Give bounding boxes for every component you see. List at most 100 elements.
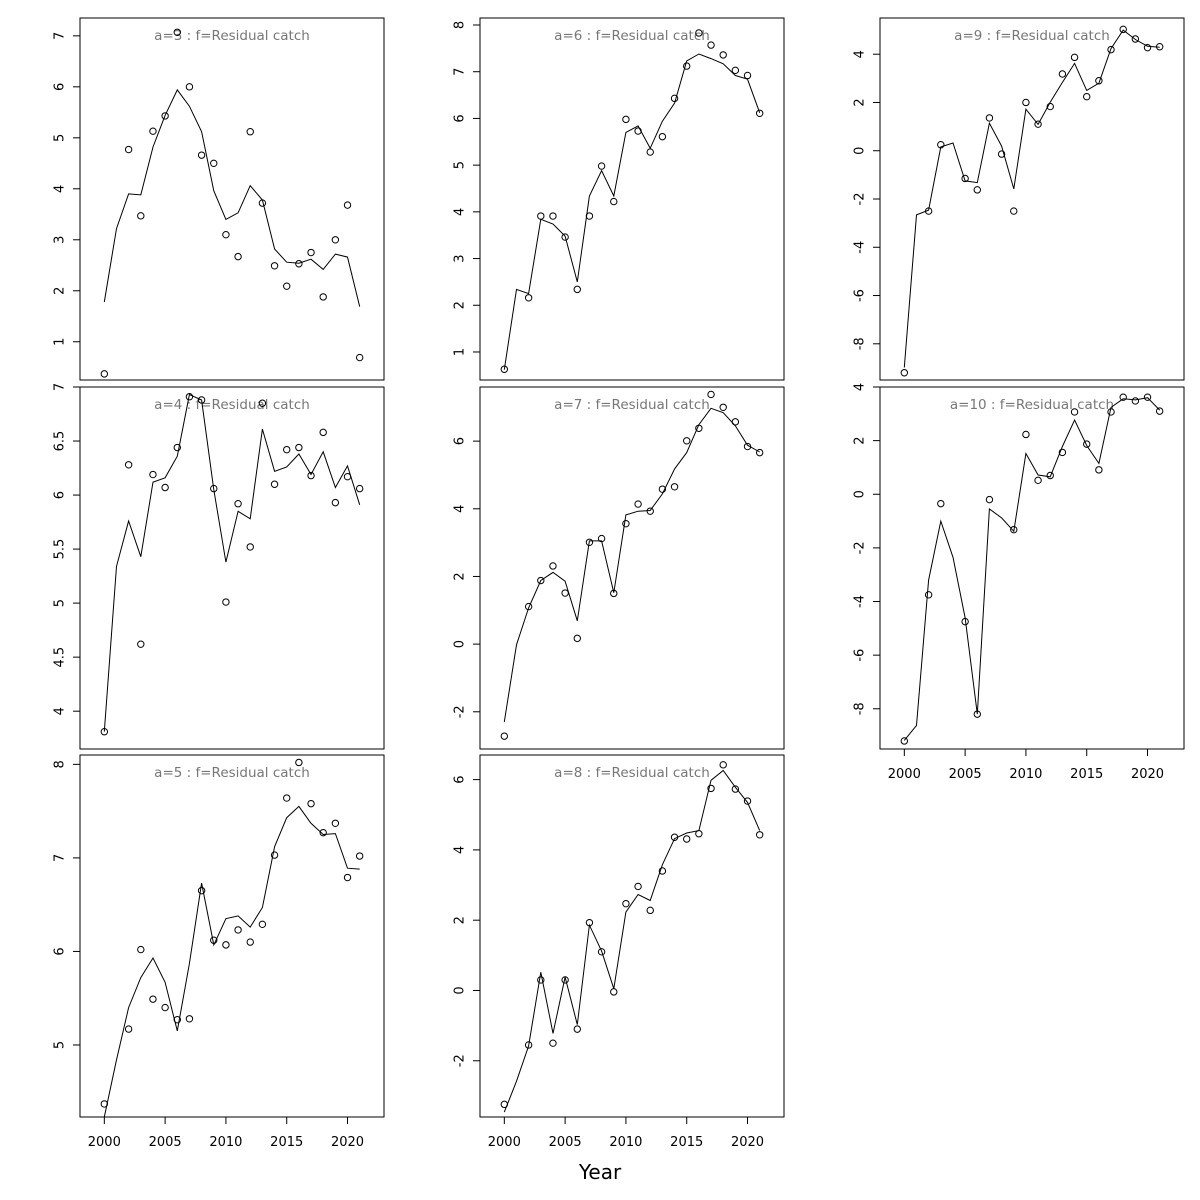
observed-point [755, 831, 764, 839]
panel: a=4 : f=Residual catch 4 4.5 5 5.5 6 6.5 7 [53, 383, 385, 750]
observed-point [961, 174, 969, 183]
observed-point [683, 62, 691, 70]
panel: a=6 : f=Residual catch 1 2 3 4 5 6 7 8 [453, 17, 785, 381]
observed-point [234, 926, 242, 934]
y-tick-label: -8 [853, 702, 868, 715]
plot-frame [879, 17, 1185, 381]
fitted-line [503, 769, 761, 1113]
y-tick-label: -8 [853, 337, 868, 350]
observed-point [622, 115, 630, 124]
observed-point [258, 199, 267, 207]
observed-point [270, 262, 279, 270]
y-tick-label: -6 [853, 289, 868, 302]
observed-point [707, 784, 715, 793]
panel-title: a=10 : f=Residual catch [950, 397, 1114, 413]
y-tick-label: 4 [453, 505, 468, 513]
observed-point [149, 470, 157, 479]
observed-point [210, 936, 218, 944]
observed-point [537, 576, 545, 585]
observed-point [270, 480, 279, 488]
plot-frame [79, 17, 385, 381]
observed-point [1083, 92, 1091, 101]
observed-point [319, 428, 327, 437]
observed-point [1155, 407, 1164, 415]
observed-point [234, 500, 242, 508]
y-tick-label: 3 [53, 236, 68, 244]
y-tick-label: -6 [853, 649, 868, 662]
y-tick-label: 6 [453, 114, 468, 122]
x-tick-label: 2020 [731, 1135, 764, 1150]
observed-point [1155, 43, 1164, 51]
panel-title: a=5 : f=Residual catch [154, 765, 310, 781]
y-tick-label: 5 [53, 1041, 68, 1049]
observed-point [597, 534, 606, 543]
x-tick-label: 2015 [670, 1135, 703, 1150]
observed-point [500, 365, 509, 373]
observed-point [319, 293, 327, 301]
x-tick-label: 2010 [1009, 767, 1042, 782]
y-tick-label: 6 [453, 437, 468, 445]
observed-point [173, 28, 181, 36]
observed-point [1070, 53, 1079, 62]
observed-point [500, 732, 509, 740]
observed-point [1034, 476, 1042, 485]
observed-point [1010, 525, 1018, 534]
observed-point [124, 145, 133, 154]
y-tick-label: -2 [453, 705, 468, 718]
observed-point [1143, 43, 1152, 52]
observed-point [1143, 393, 1152, 401]
observed-point [573, 285, 581, 294]
y-tick-label: 2 [853, 436, 868, 444]
observed-point [343, 873, 352, 882]
observed-point [355, 852, 364, 860]
y-tick-label: 1 [453, 348, 468, 356]
y-tick-label: 2 [453, 916, 468, 924]
y-tick-label: 0 [853, 490, 868, 498]
y-tick-label: 7 [453, 68, 468, 76]
observed-point [222, 941, 230, 949]
observed-point [549, 1039, 557, 1047]
plot-frame [479, 754, 785, 1118]
observed-point [295, 260, 303, 268]
observed-point [161, 483, 169, 492]
observed-point [295, 758, 303, 767]
observed-point [683, 437, 691, 445]
observed-point [1119, 25, 1127, 34]
observed-point [937, 499, 945, 508]
observed-point [1034, 120, 1042, 128]
observed-point [670, 483, 679, 491]
observed-point [161, 1003, 169, 1012]
observed-point [1107, 45, 1115, 54]
fitted-line [903, 397, 1161, 741]
observed-point [695, 424, 703, 432]
y-tick-label: 2 [453, 572, 468, 580]
observed-point [937, 141, 945, 149]
panel: a=7 : f=Residual catch -2 0 2 4 6 [453, 386, 785, 750]
observed-point [549, 562, 557, 570]
observed-point [197, 886, 206, 895]
observed-point [197, 396, 206, 404]
observed-point [307, 799, 315, 808]
y-tick-label: 6 [53, 491, 68, 499]
observed-point [185, 1015, 194, 1023]
observed-point [307, 248, 315, 257]
observed-point [331, 498, 340, 507]
observed-point [1010, 207, 1018, 215]
observed-point [149, 995, 157, 1003]
y-tick-label: 6 [453, 775, 468, 783]
observed-point [222, 598, 230, 606]
y-tick-label: 5 [53, 134, 68, 142]
y-tick-label: 0 [453, 986, 468, 994]
observed-point [137, 640, 145, 648]
observed-point [634, 127, 642, 135]
x-tick-label: 2020 [1131, 767, 1164, 782]
observed-point [524, 1041, 533, 1049]
observed-point [585, 918, 594, 927]
observed-point [185, 393, 194, 401]
observed-point [1022, 98, 1030, 107]
y-tick-label: 8 [453, 21, 468, 29]
fitted-line [103, 393, 361, 732]
observed-point [283, 794, 291, 802]
observed-point [573, 634, 581, 643]
panel-title: a=7 : f=Residual catch [554, 397, 710, 413]
